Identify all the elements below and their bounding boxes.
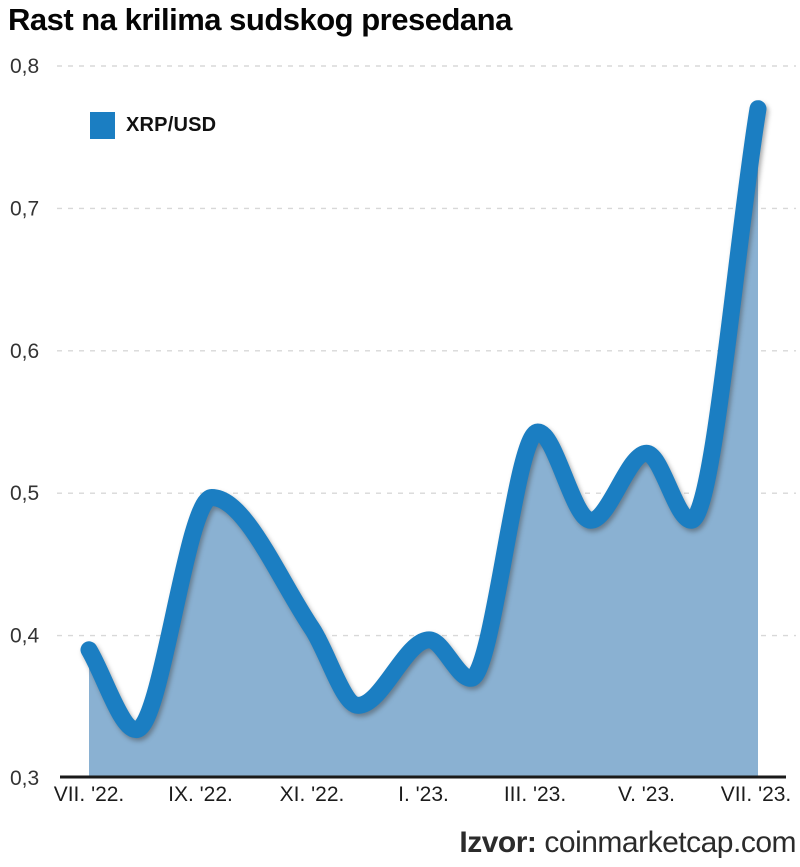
x-axis-label: III. '23. xyxy=(504,783,566,806)
y-axis-label: 0,5 xyxy=(10,482,39,505)
area-series xyxy=(89,108,758,778)
y-axis-label: 0,4 xyxy=(10,625,40,648)
legend: XRP/USD xyxy=(90,112,216,139)
source-prefix: Izvor: xyxy=(459,826,537,859)
x-axis-label: XI. '22. xyxy=(280,783,345,806)
y-axis-label: 0,8 xyxy=(10,55,39,78)
x-axis-label: VII. '22. xyxy=(54,783,125,806)
legend-swatch-icon xyxy=(90,112,115,139)
y-axis-label: 0,3 xyxy=(10,767,39,790)
legend-series-label: XRP/USD xyxy=(126,114,217,136)
y-axis-label: 0,7 xyxy=(10,197,39,220)
chart-title: Rast na krilima sudskog presedana xyxy=(8,2,512,37)
y-axis-label: 0,6 xyxy=(10,340,39,363)
x-axis-label: I. '23. xyxy=(398,783,449,806)
x-axis-label: V. '23. xyxy=(618,783,675,806)
x-axis-label: VII. '23. xyxy=(721,783,792,806)
x-axis-label: IX. '22. xyxy=(168,783,233,806)
line-series xyxy=(80,100,767,739)
source-name: coinmarketcap.com xyxy=(544,826,796,859)
source-attribution: Izvor: coinmarketcap.com xyxy=(459,826,796,859)
y-axis-labels: 0,8 0,7 0,6 0,5 0,4 0,3 xyxy=(10,55,40,790)
x-axis-labels: VII. '22. IX. '22. XI. '22. I. '23. III. '23… xyxy=(54,783,792,806)
